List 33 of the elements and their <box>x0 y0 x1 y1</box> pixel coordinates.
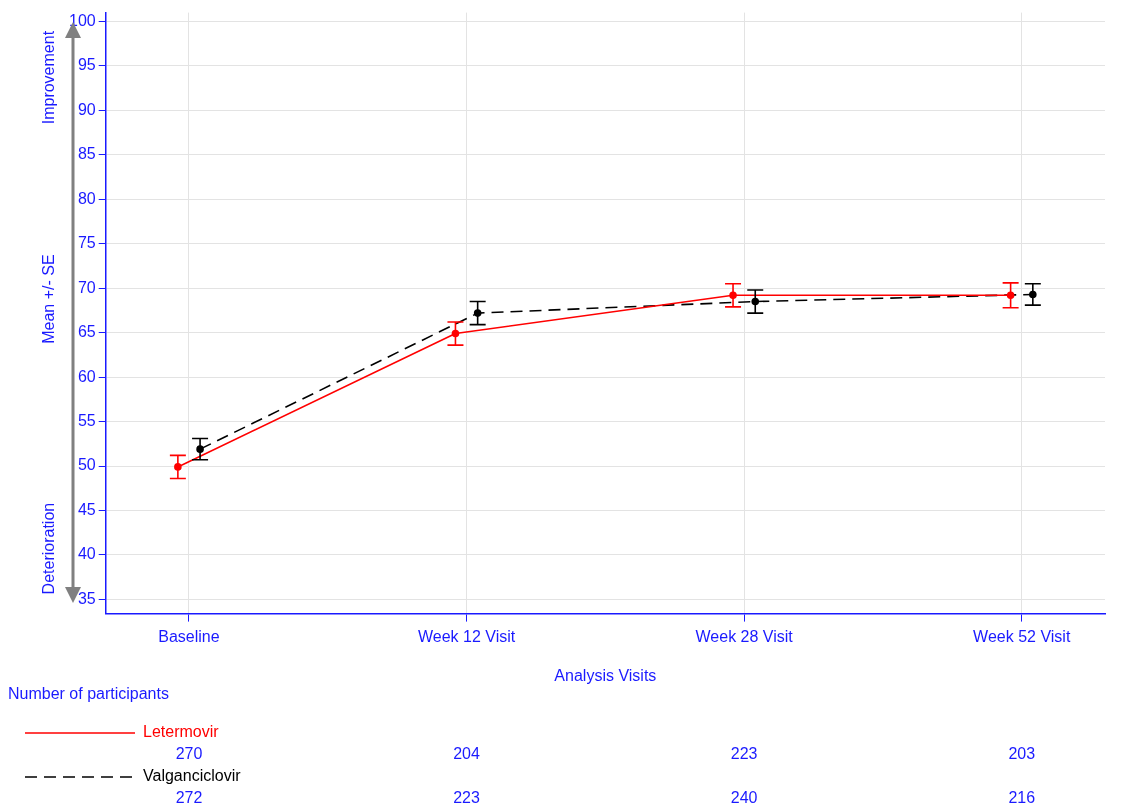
y-tick-label: 45 <box>77 500 96 518</box>
y-tick-label: 95 <box>77 56 96 74</box>
y-tick-label: 55 <box>77 411 96 429</box>
y-axis-title: Mean +/- SE <box>40 254 58 344</box>
text: 223 <box>453 789 480 807</box>
x-axis-title: Analysis Visits <box>554 666 657 684</box>
text: 240 <box>730 789 758 807</box>
y-tick-label: 50 <box>77 456 96 474</box>
y-tick-label: 40 <box>77 545 96 563</box>
text: 203 <box>1008 745 1036 763</box>
x-tick-label: Week 28 Visit <box>695 627 794 645</box>
y-tick-label: 65 <box>77 323 96 341</box>
text: 223 <box>730 745 758 763</box>
x-tick-label: Week 52 Visit <box>973 627 1071 645</box>
y-tick-label: 80 <box>77 189 96 207</box>
text: 270 <box>175 745 203 763</box>
text: 204 <box>453 745 480 763</box>
text: Letermovir <box>143 723 220 741</box>
y-tick-label: 85 <box>77 145 96 163</box>
text: 272 <box>175 789 203 807</box>
y-tick-label: 60 <box>77 367 96 385</box>
x-tick-label: Week 12 Visit <box>417 627 516 645</box>
text: 216 <box>1008 789 1036 807</box>
y-tick-label: 75 <box>77 234 96 252</box>
text: Improvement <box>40 30 58 125</box>
y-tick-label: 35 <box>77 589 96 607</box>
x-tick-label: Baseline <box>158 627 220 645</box>
y-tick-label: 70 <box>77 278 96 296</box>
text: Valganciclovir <box>143 767 242 785</box>
y-tick-label: 90 <box>77 100 96 118</box>
y-tick-label: 100 <box>68 11 96 29</box>
text: Number of participants <box>8 685 169 703</box>
text: Deterioration <box>40 502 58 595</box>
